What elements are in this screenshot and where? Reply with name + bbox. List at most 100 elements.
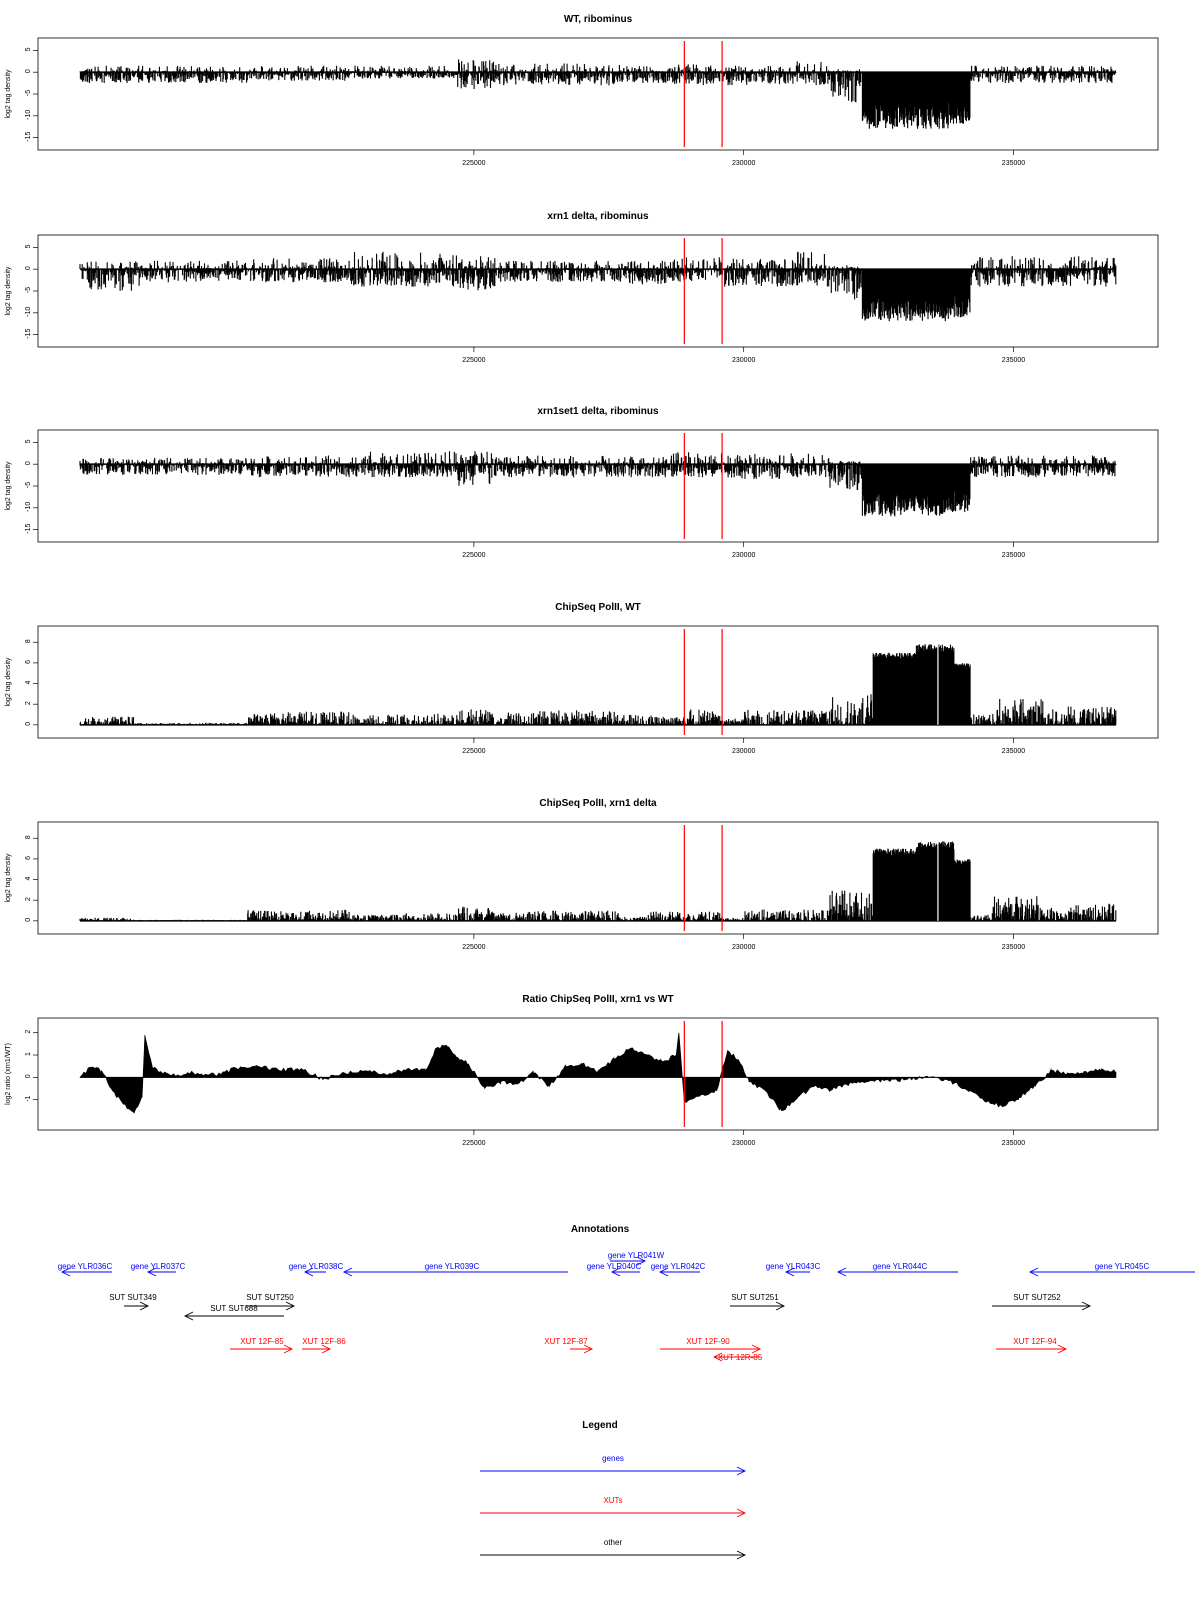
feature-label: gene YLR041W (608, 1251, 665, 1260)
legend-item: genes (480, 1454, 747, 1476)
feature-label: gene YLR045C (1095, 1262, 1150, 1271)
x-tick-label: 235000 (1002, 1140, 1025, 1147)
panel-title: Ratio ChipSeq PolII, xrn1 vs WT (522, 994, 673, 1005)
x-tick-label: 235000 (1002, 357, 1025, 364)
feature-label: gene YLR040C (587, 1262, 642, 1271)
annotation-feature: gene YLR039C (342, 1262, 568, 1277)
y-tick-label: 6 (25, 856, 32, 860)
annotations-track: Annotations gene YLR036C gene YLR037C gene … (58, 1224, 1195, 1362)
y-tick-label: 4 (25, 877, 32, 881)
annotation-feature: SUT SUT251 (730, 1293, 786, 1311)
plot-frame (37, 1017, 1159, 1131)
arrow-right-icon (139, 1301, 150, 1311)
density-bars (79, 841, 1117, 921)
arrow-right-icon (285, 1301, 296, 1311)
annotation-feature: gene YLR045C (1028, 1262, 1195, 1277)
y-tick-label: -10 (25, 307, 32, 317)
y-tick-label: 2 (25, 897, 32, 901)
plot-frame (37, 821, 1159, 935)
legend-label: XUTs (603, 1496, 622, 1505)
plot-frame (37, 37, 1159, 151)
arrow-right-icon (1081, 1301, 1092, 1311)
arrow-right-icon (775, 1301, 786, 1311)
feature-label: SUT SUT250 (246, 1293, 294, 1302)
y-tick-label: -1 (25, 1095, 32, 1101)
x-tick-label: 235000 (1002, 944, 1025, 951)
arrow-left-icon (60, 1267, 71, 1277)
arrow-right-icon (321, 1344, 332, 1354)
feature-label: SUT SUT251 (731, 1293, 779, 1302)
y-tick-label: -5 (25, 482, 32, 488)
arrow-left-icon (836, 1267, 847, 1277)
density-bars (79, 59, 1117, 129)
y-tick-label: 6 (25, 660, 32, 664)
annotation-feature: gene YLR043C (766, 1262, 821, 1277)
annotations-title: Annotations (571, 1224, 630, 1235)
x-tick-label: 225000 (462, 1140, 485, 1147)
x-tick-label: 230000 (732, 748, 755, 755)
x-tick-label: 225000 (462, 552, 485, 559)
annotation-feature: XUT 12R-85 (712, 1352, 763, 1362)
arrow-left-icon (610, 1267, 621, 1277)
arrow-left-icon (146, 1267, 157, 1277)
feature-label: gene YLR043C (766, 1262, 821, 1271)
arrow-left-icon (784, 1267, 795, 1277)
panel-4: ChipSeq PolII, WT log2 tag density 0 2 4 6 8 22… (5, 602, 1159, 755)
series-density (79, 841, 1117, 921)
y-axis-label: log2 tag density (5, 266, 12, 316)
arrow-right-icon (736, 1508, 747, 1518)
y-tick-label: -10 (25, 502, 32, 512)
legend-title: Legend (582, 1420, 618, 1431)
panel-2: xrn1 delta, ribominus log2 tag density -15… (5, 211, 1159, 364)
arrow-left-icon (712, 1352, 723, 1362)
y-tick-label: 0 (25, 266, 32, 270)
arrow-right-icon (736, 1466, 747, 1476)
y-tick-label: -5 (25, 287, 32, 293)
annotation-feature: gene YLR038C (289, 1262, 344, 1277)
panel-3: xrn1set1 delta, ribominus log2 tag densit… (5, 406, 1159, 559)
annotation-feature: XUT 12F-90 (660, 1337, 762, 1354)
y-tick-label: -15 (25, 131, 32, 141)
annotation-feature: SUT SUT252 (992, 1293, 1092, 1311)
legend-item: other (480, 1538, 747, 1560)
density-bars (79, 451, 1117, 517)
y-axis-label: log2 tag density (5, 461, 12, 511)
y-axis-label: log2 ratio (xrn1/WT) (5, 1043, 12, 1105)
annotation-feature: XUT 12F-87 (544, 1337, 594, 1354)
annotation-feature: gene YLR041W (608, 1251, 665, 1266)
arrow-right-icon (283, 1344, 294, 1354)
feature-label: gene YLR044C (873, 1262, 928, 1271)
y-tick-label: 5 (25, 244, 32, 248)
feature-label: XUT 12F-86 (302, 1337, 346, 1346)
panel-6: Ratio ChipSeq PolII, xrn1 vs WT log2 rati… (5, 994, 1159, 1147)
feature-label: gene YLR037C (131, 1262, 186, 1271)
y-tick-label: 0 (25, 722, 32, 726)
arrow-left-icon (658, 1267, 669, 1277)
arrow-right-icon (1057, 1344, 1068, 1354)
feature-label: SUT SUT252 (1013, 1293, 1061, 1302)
x-tick-label: 225000 (462, 944, 485, 951)
density-bars (79, 251, 1117, 322)
panel-title: WT, ribominus (564, 14, 633, 25)
panel-title: ChipSeq PolII, WT (555, 602, 641, 613)
x-tick-label: 230000 (732, 160, 755, 167)
y-tick-label: 5 (25, 439, 32, 443)
y-tick-label: 8 (25, 639, 32, 643)
annotation-feature: XUT 12F-94 (996, 1337, 1068, 1354)
y-tick-label: 0 (25, 1074, 32, 1078)
panel-title: ChipSeq PolII, xrn1 delta (539, 798, 657, 809)
y-axis-label: log2 tag density (5, 657, 12, 707)
y-tick-label: 0 (25, 918, 32, 922)
x-tick-label: 225000 (462, 160, 485, 167)
arrow-right-icon (636, 1256, 647, 1266)
y-tick-label: 1 (25, 1052, 32, 1056)
panel-title: xrn1set1 delta, ribominus (537, 406, 659, 417)
annotation-feature: SUT SUT349 (109, 1293, 157, 1311)
series-density (79, 451, 1117, 517)
x-tick-label: 235000 (1002, 160, 1025, 167)
arrow-left-icon (303, 1267, 314, 1277)
annotation-feature: gene YLR042C (651, 1262, 706, 1277)
series-density (79, 251, 1117, 322)
annotation-feature: gene YLR036C (58, 1262, 113, 1277)
legend-label: genes (602, 1454, 624, 1463)
